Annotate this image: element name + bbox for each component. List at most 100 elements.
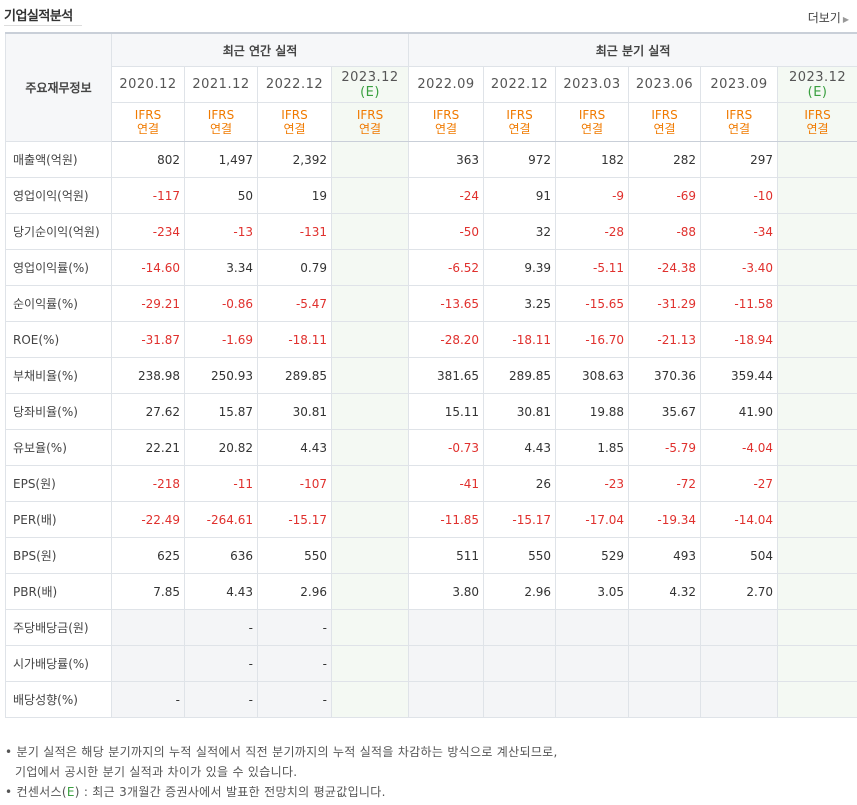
- quarter-estimate-cell: [777, 573, 857, 610]
- annual-value-cell: 22.21: [111, 429, 185, 466]
- ifrs-label: IFRS 연결: [111, 102, 185, 142]
- annual-estimate-cell: [330, 465, 410, 502]
- ifrs-bottom: 연결: [209, 122, 233, 136]
- quarter-period-header: 2022.12: [483, 66, 557, 103]
- more-link[interactable]: 더보기 ▶: [808, 9, 849, 26]
- annual-estimate-cell: [330, 393, 410, 430]
- quarter-value-cell: 3.80: [408, 573, 485, 610]
- quarter-value-cell: 4.32: [628, 573, 702, 610]
- annual-value-cell: 625: [111, 537, 185, 574]
- row-label: 유보율(%): [5, 429, 112, 466]
- quarter-value-cell: 35.67: [628, 393, 702, 430]
- annual-value-cell: -14.60: [111, 249, 185, 286]
- quarter-value-cell: 1.85: [555, 429, 630, 466]
- ifrs-bottom: 연결: [653, 122, 676, 136]
- annual-value-cell: 30.81: [257, 393, 332, 430]
- annual-value-cell: 238.98: [111, 357, 185, 394]
- quarter-value-cell: 511: [408, 537, 485, 574]
- quarter-estimate-cell: [777, 501, 857, 538]
- annual-value-cell: 0.79: [257, 249, 332, 286]
- quarter-period-header: 2022.09: [408, 66, 485, 103]
- quarter-value-cell: -18.11: [483, 321, 557, 358]
- quarter-value-cell: -15.65: [555, 285, 630, 322]
- quarter-estimate-cell: [777, 429, 857, 466]
- ifrs-label: IFRS 연결: [777, 102, 857, 142]
- annual-value-cell: -1.69: [184, 321, 258, 358]
- row-label: 순이익률(%): [5, 285, 112, 322]
- annual-estimate-cell: [330, 537, 410, 574]
- chevron-right-icon: ▶: [842, 15, 849, 24]
- annual-estimate-cell: [330, 429, 410, 466]
- period-row: 2020.12 2021.12 2022.12 2023.12 (E) 2022.09 20…: [6, 66, 857, 103]
- row-label: 영업이익률(%): [5, 249, 112, 286]
- annual-value-cell: -18.11: [257, 321, 332, 358]
- quarter-value-cell: [628, 645, 702, 682]
- quarter-value-cell: 32: [483, 213, 557, 250]
- table-row: PER(배) -22.49 -264.61 -15.17 -11.85 -15.17 -17…: [5, 501, 857, 538]
- annual-value-cell: 289.85: [257, 357, 332, 394]
- quarter-value-cell: 4.43: [483, 429, 557, 466]
- ifrs-top: IFRS: [134, 108, 162, 122]
- quarter-value-cell: 381.65: [408, 357, 485, 394]
- table-row: BPS(원) 625 636 550 511 550 529 493 504: [5, 537, 857, 574]
- quarter-value-cell: 2.70: [700, 573, 779, 610]
- ifrs-label: IFRS 연결: [628, 102, 702, 142]
- annual-estimate-cell: [330, 681, 410, 718]
- quarter-estimate-cell: [777, 681, 857, 718]
- more-label[interactable]: 더보기: [807, 11, 841, 25]
- quarter-estimate-mark: (E): [807, 84, 828, 100]
- annual-value-cell: 20.82: [184, 429, 258, 466]
- annual-value-cell: 19: [257, 177, 332, 214]
- ifrs-label: IFRS 연결: [184, 102, 258, 142]
- annual-value-cell: 50: [184, 177, 258, 214]
- quarter-value-cell: 30.81: [483, 393, 557, 430]
- annual-value-cell: -264.61: [184, 501, 258, 538]
- quarter-value-cell: [628, 681, 702, 718]
- quarter-value-cell: 182: [555, 141, 630, 178]
- annual-value-cell: -: [257, 645, 332, 682]
- quarter-value-cell: -13.65: [408, 285, 485, 322]
- ifrs-label: IFRS 연결: [408, 102, 485, 142]
- quarter-value-cell: -23: [555, 465, 630, 502]
- footnote-1-cont-text: 기업에서 공시한 분기 실적과 차이가 있을 수 있습니다.: [15, 765, 298, 779]
- quarter-value-cell: 289.85: [483, 357, 557, 394]
- annual-value-cell: [111, 645, 185, 682]
- ifrs-top: IFRS: [804, 108, 831, 122]
- quarter-value-cell: -31.29: [628, 285, 702, 322]
- ifrs-label: IFRS 연결: [700, 102, 779, 142]
- annual-value-cell: 2,392: [257, 141, 332, 178]
- annual-estimate-cell: [330, 141, 410, 178]
- ifrs-row: IFRS 연결 IFRS 연결 IFRS 연결 IFRS 연결 IFRS 연결 IFRS 연결 IFRS…: [6, 102, 857, 142]
- ifrs-top: IFRS: [356, 108, 384, 122]
- row-label: PBR(배): [5, 573, 112, 610]
- ifrs-bottom: 연결: [435, 122, 458, 136]
- ifrs-top: IFRS: [651, 108, 678, 122]
- quarter-value-cell: -21.13: [628, 321, 702, 358]
- quarter-estimate-cell: [777, 249, 857, 286]
- row-label: 부채비율(%): [5, 357, 112, 394]
- financial-table: 주요재무정보 최근 연간 실적 최근 분기 실적 2020.12 2021.12 2…: [5, 32, 857, 718]
- annual-value-cell: 15.87: [184, 393, 258, 430]
- quarter-value-cell: -72: [628, 465, 702, 502]
- annual-value-cell: -: [184, 609, 258, 646]
- annual-value-cell: -131: [257, 213, 332, 250]
- ifrs-bottom: 연결: [581, 122, 604, 136]
- annual-estimate-cell: [330, 573, 410, 610]
- ifrs-top: IFRS: [432, 108, 460, 122]
- annual-value-cell: 550: [257, 537, 332, 574]
- quarter-value-cell: -27: [700, 465, 779, 502]
- ifrs-bottom: 연결: [728, 122, 751, 136]
- quarter-value-cell: -69: [628, 177, 702, 214]
- table-row: EPS(원) -218 -11 -107 -41 26 -23 -72 -27: [5, 465, 857, 502]
- quarter-estimate-cell: [777, 213, 857, 250]
- quarter-value-cell: [483, 645, 557, 682]
- quarter-value-cell: -24.38: [628, 249, 702, 286]
- table-row: 배당성향(%) - - -: [5, 681, 857, 718]
- quarter-value-cell: -16.70: [555, 321, 630, 358]
- row-label: BPS(원): [5, 537, 112, 574]
- quarter-estimate-cell: [777, 537, 857, 574]
- row-label: ROE(%): [5, 321, 112, 358]
- quarter-value-cell: [700, 645, 779, 682]
- quarter-estimate-cell: [777, 177, 857, 214]
- annual-estimate-period: 2023.12: [341, 69, 399, 85]
